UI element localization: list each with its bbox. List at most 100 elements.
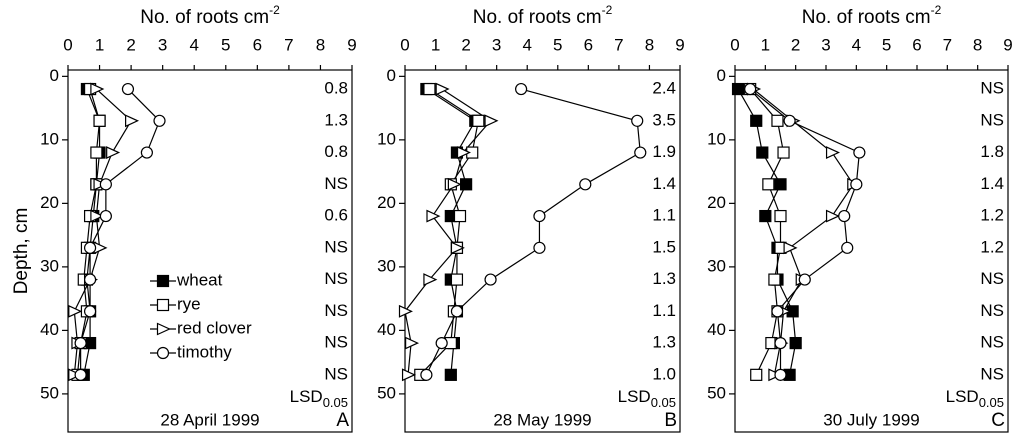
marker — [484, 114, 499, 128]
marker — [423, 273, 438, 287]
marker — [401, 368, 416, 382]
x-tick-label: 6 — [912, 35, 921, 54]
x-tick-label: 1 — [95, 35, 104, 54]
y-tick-label: 30 — [377, 256, 396, 275]
marker — [798, 273, 811, 286]
marker — [435, 336, 448, 350]
lsd-label-text: LSD — [946, 387, 979, 406]
marker — [850, 178, 863, 191]
x-axis-label: No. of roots cm-2 — [802, 3, 942, 28]
series-line — [404, 88, 492, 375]
panel-letter: A — [336, 410, 349, 431]
x-tick-label: 4 — [852, 35, 861, 54]
legend-label: red clover — [177, 318, 252, 337]
x-tick-label: 0 — [730, 35, 739, 54]
series-line — [749, 88, 861, 375]
marker — [774, 368, 787, 381]
series-line — [419, 88, 479, 376]
marker — [759, 209, 772, 223]
x-axis-label-text: No. of roots cm — [473, 7, 602, 28]
marker — [90, 146, 103, 159]
lsd-value: NS — [980, 301, 1004, 320]
marker — [533, 241, 546, 254]
legend-label: rye — [177, 294, 201, 313]
x-tick-label: 5 — [221, 35, 230, 54]
lsd-value: 1.4 — [980, 174, 1004, 193]
lsd-value: NS — [324, 237, 348, 256]
x-tick-label: 1 — [761, 35, 770, 54]
panel-letter: B — [664, 410, 677, 431]
series-line — [425, 88, 641, 376]
lsd-value: 1.4 — [652, 174, 676, 193]
x-tick-label: 2 — [461, 35, 470, 54]
series-line — [749, 88, 785, 376]
lsd-value: NS — [980, 110, 1004, 129]
lsd-label: LSD0.05 — [946, 387, 1004, 410]
marker — [768, 273, 781, 286]
x-axis-label: No. of roots cm-2 — [140, 3, 280, 28]
x-tick-label: 8 — [973, 35, 982, 54]
lsd-label-sub: 0.05 — [979, 395, 1004, 410]
marker — [99, 209, 112, 223]
x-tick-label: 6 — [253, 35, 262, 54]
x-axis-label: No. of roots cm-2 — [473, 3, 613, 28]
lsd-value: 1.0 — [652, 364, 676, 383]
lsd-value: 1.2 — [980, 206, 1004, 225]
panel-letter: C — [991, 410, 1005, 431]
marker — [450, 305, 464, 318]
x-tick-label: 1 — [431, 35, 440, 54]
marker — [762, 178, 775, 191]
y-tick-label: 0 — [50, 66, 59, 85]
plot-frame — [67, 69, 353, 433]
lsd-value: NS — [324, 269, 348, 288]
marker — [68, 304, 83, 318]
marker — [783, 114, 796, 127]
marker — [83, 241, 97, 254]
marker — [453, 209, 467, 223]
x-tick-label: 5 — [553, 35, 562, 54]
y-tick-label: 0 — [387, 66, 396, 85]
lsd-value: NS — [980, 269, 1004, 288]
x-tick-label: 8 — [645, 35, 654, 54]
marker — [450, 241, 465, 255]
marker — [533, 209, 546, 223]
lsd-value: 0.8 — [324, 142, 348, 161]
lsd-value: NS — [980, 333, 1004, 352]
lsd-value: NS — [980, 364, 1004, 383]
x-axis-label-sup: -2 — [602, 3, 613, 17]
x-tick-label: 3 — [158, 35, 167, 54]
lsd-value: 1.3 — [652, 333, 676, 352]
y-tick-label: 30 — [40, 256, 59, 275]
marker — [435, 82, 450, 96]
y-tick-label: 10 — [377, 129, 396, 148]
marker — [83, 273, 97, 286]
marker — [447, 177, 462, 191]
marker — [744, 82, 757, 96]
marker — [398, 304, 413, 318]
marker — [579, 178, 592, 191]
y-tick-label: 0 — [717, 66, 726, 85]
lsd-value: NS — [324, 301, 348, 320]
marker — [774, 336, 787, 350]
lsd-value: 0.6 — [324, 206, 348, 225]
lsd-value: 2.4 — [652, 79, 676, 98]
legend-marker — [156, 298, 170, 312]
series-line — [76, 88, 101, 375]
marker — [777, 146, 790, 159]
y-tick-label: 50 — [707, 383, 726, 402]
y-axis-label: Depth, cm — [11, 208, 32, 295]
marker — [634, 146, 647, 159]
x-tick-label: 7 — [284, 35, 293, 54]
marker — [838, 209, 851, 223]
marker — [515, 82, 528, 96]
y-tick-label: 50 — [40, 383, 59, 402]
marker — [83, 305, 97, 318]
legend-marker — [156, 322, 171, 336]
lsd-label: LSD0.05 — [290, 387, 348, 410]
marker — [731, 82, 745, 96]
x-tick-label: 9 — [675, 35, 684, 54]
date-label: 28 May 1999 — [493, 410, 591, 429]
series-line — [737, 88, 797, 375]
marker — [783, 241, 798, 255]
marker — [90, 82, 105, 96]
